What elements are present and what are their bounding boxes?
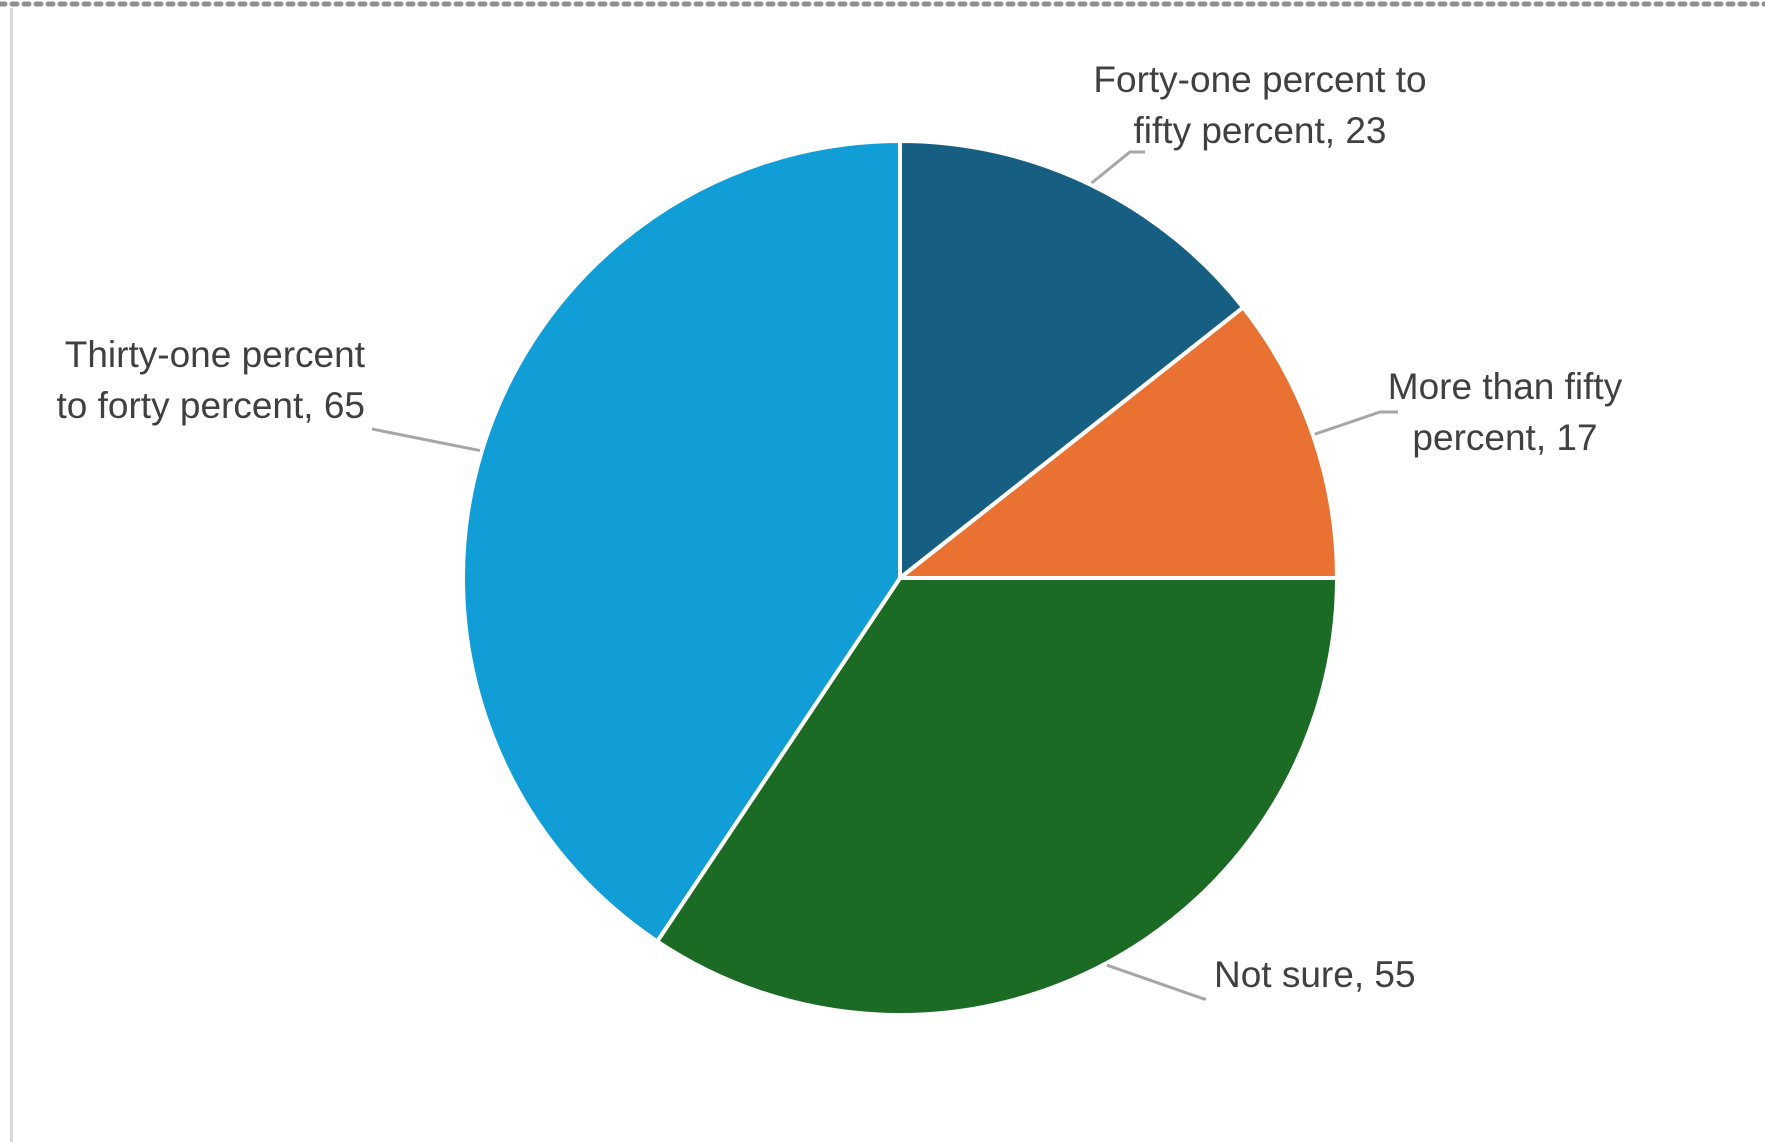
leader-line-thirty-one-percent-to-forty-percent (371, 427, 481, 453)
pie-slice-more-than-fifty-percent (898, 305, 1339, 580)
data-label-line: Thirty-one percent (65, 334, 366, 375)
data-label-line: percent, 17 (1412, 417, 1597, 458)
data-label-forty-one-percent-to-fifty-percent: Forty-one percent to fifty percent, 23 (1093, 59, 1426, 151)
frame-left-border (10, 8, 13, 1142)
data-label-not-sure: Not sure, 55 (1214, 954, 1416, 995)
data-label-line: Not sure, 55 (1214, 954, 1416, 995)
data-label-line: Forty-one percent to (1093, 59, 1426, 100)
pie-slice-forty-one-percent-to-fifty-percent (898, 139, 1246, 580)
data-label-thirty-one-percent-to-forty-percent: Thirty-one percent to forty percent, 65 (56, 334, 365, 426)
leader-line-more-than-fifty-percent (1314, 410, 1398, 436)
data-label-line: fifty percent, 23 (1134, 110, 1387, 151)
data-label-line: to forty percent, 65 (56, 385, 365, 426)
data-label-line: More than fifty (1388, 366, 1623, 407)
leader-line-not-sure (1106, 963, 1206, 1001)
pie-slice-thirty-one-percent-to-forty-percent (461, 139, 902, 944)
data-label-more-than-fifty-percent: More than fifty percent, 17 (1388, 366, 1623, 458)
dotted-top-border (0, 1, 1765, 7)
leader-line-forty-one-percent-to-fifty-percent (1090, 150, 1145, 185)
